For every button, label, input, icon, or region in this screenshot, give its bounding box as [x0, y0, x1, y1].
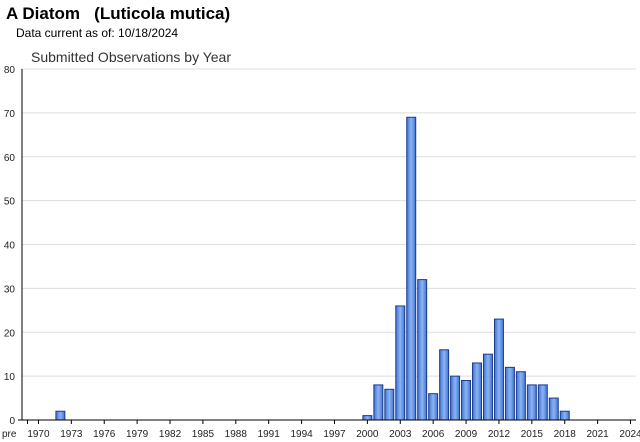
- y-tick-label: 10: [4, 372, 16, 383]
- bar-2018: [559, 410, 570, 421]
- x-tick-label: 1979: [126, 429, 149, 440]
- y-tick-label: 80: [4, 65, 16, 76]
- x-tick-label: 1970: [27, 429, 50, 440]
- bar-2008: [450, 375, 461, 421]
- y-tick-label: 20: [4, 328, 16, 339]
- bar-1972: [55, 410, 66, 421]
- bar-2001: [373, 384, 384, 421]
- x-tick-label: 1982: [159, 429, 182, 440]
- x-tick-label: pre: [2, 429, 17, 440]
- bar-2002: [384, 388, 395, 421]
- x-tick-label: 1994: [290, 429, 313, 440]
- x-tick-label: 2018: [554, 429, 577, 440]
- x-tick-label: 1973: [60, 429, 83, 440]
- bar-2006: [428, 393, 439, 421]
- gridlines: [22, 68, 636, 377]
- x-tick-label: 1988: [225, 429, 248, 440]
- bar-2010: [472, 362, 482, 421]
- x-tick-label: 2009: [455, 429, 478, 440]
- bar-2003: [395, 305, 406, 421]
- x-tick-label: 2012: [488, 429, 511, 440]
- axes: [18, 69, 636, 424]
- x-tick-label: 2015: [521, 429, 544, 440]
- bar-2000: [362, 415, 373, 421]
- y-tick-label: 70: [4, 109, 16, 120]
- y-tick-label: 50: [4, 197, 16, 208]
- y-tick-label: 40: [4, 241, 16, 252]
- x-tick-label: 1976: [93, 429, 116, 440]
- bar-2015: [526, 384, 537, 421]
- x-tick-label: 1997: [323, 429, 346, 440]
- x-tick-label: 1985: [192, 429, 215, 440]
- x-tick-label: 2000: [356, 429, 379, 440]
- bar-2009: [461, 380, 472, 421]
- tick-labels: 0 10 20 30 40 50 60 70 80 pre 1970 1973 1976 1979 1982…: [2, 65, 640, 440]
- x-tick-label: 1991: [258, 429, 281, 440]
- y-tick-label: 0: [9, 416, 15, 427]
- chart-title: Submitted Observations by Year: [31, 49, 232, 65]
- bar-2011: [483, 353, 493, 421]
- bar-2013: [504, 366, 515, 421]
- y-tick-label: 30: [4, 284, 16, 295]
- bar-2016: [537, 384, 548, 421]
- x-tick-label: 2024: [619, 429, 640, 440]
- bars: [55, 116, 570, 421]
- x-tick-label: 2021: [587, 429, 610, 440]
- bar-2017: [548, 397, 559, 421]
- x-tick-label: 2006: [422, 429, 445, 440]
- bar-2004: [406, 116, 417, 421]
- x-tick-label: 2003: [389, 429, 412, 440]
- bar-2007: [439, 349, 450, 421]
- bar-2012: [493, 318, 504, 421]
- data-current-date: Data current as of: 10/18/2024: [16, 26, 179, 40]
- bar-2014: [515, 371, 526, 421]
- species-title: A Diatom (Luticola mutica): [6, 4, 231, 23]
- y-tick-label: 60: [4, 153, 16, 164]
- bar-2005: [417, 279, 428, 421]
